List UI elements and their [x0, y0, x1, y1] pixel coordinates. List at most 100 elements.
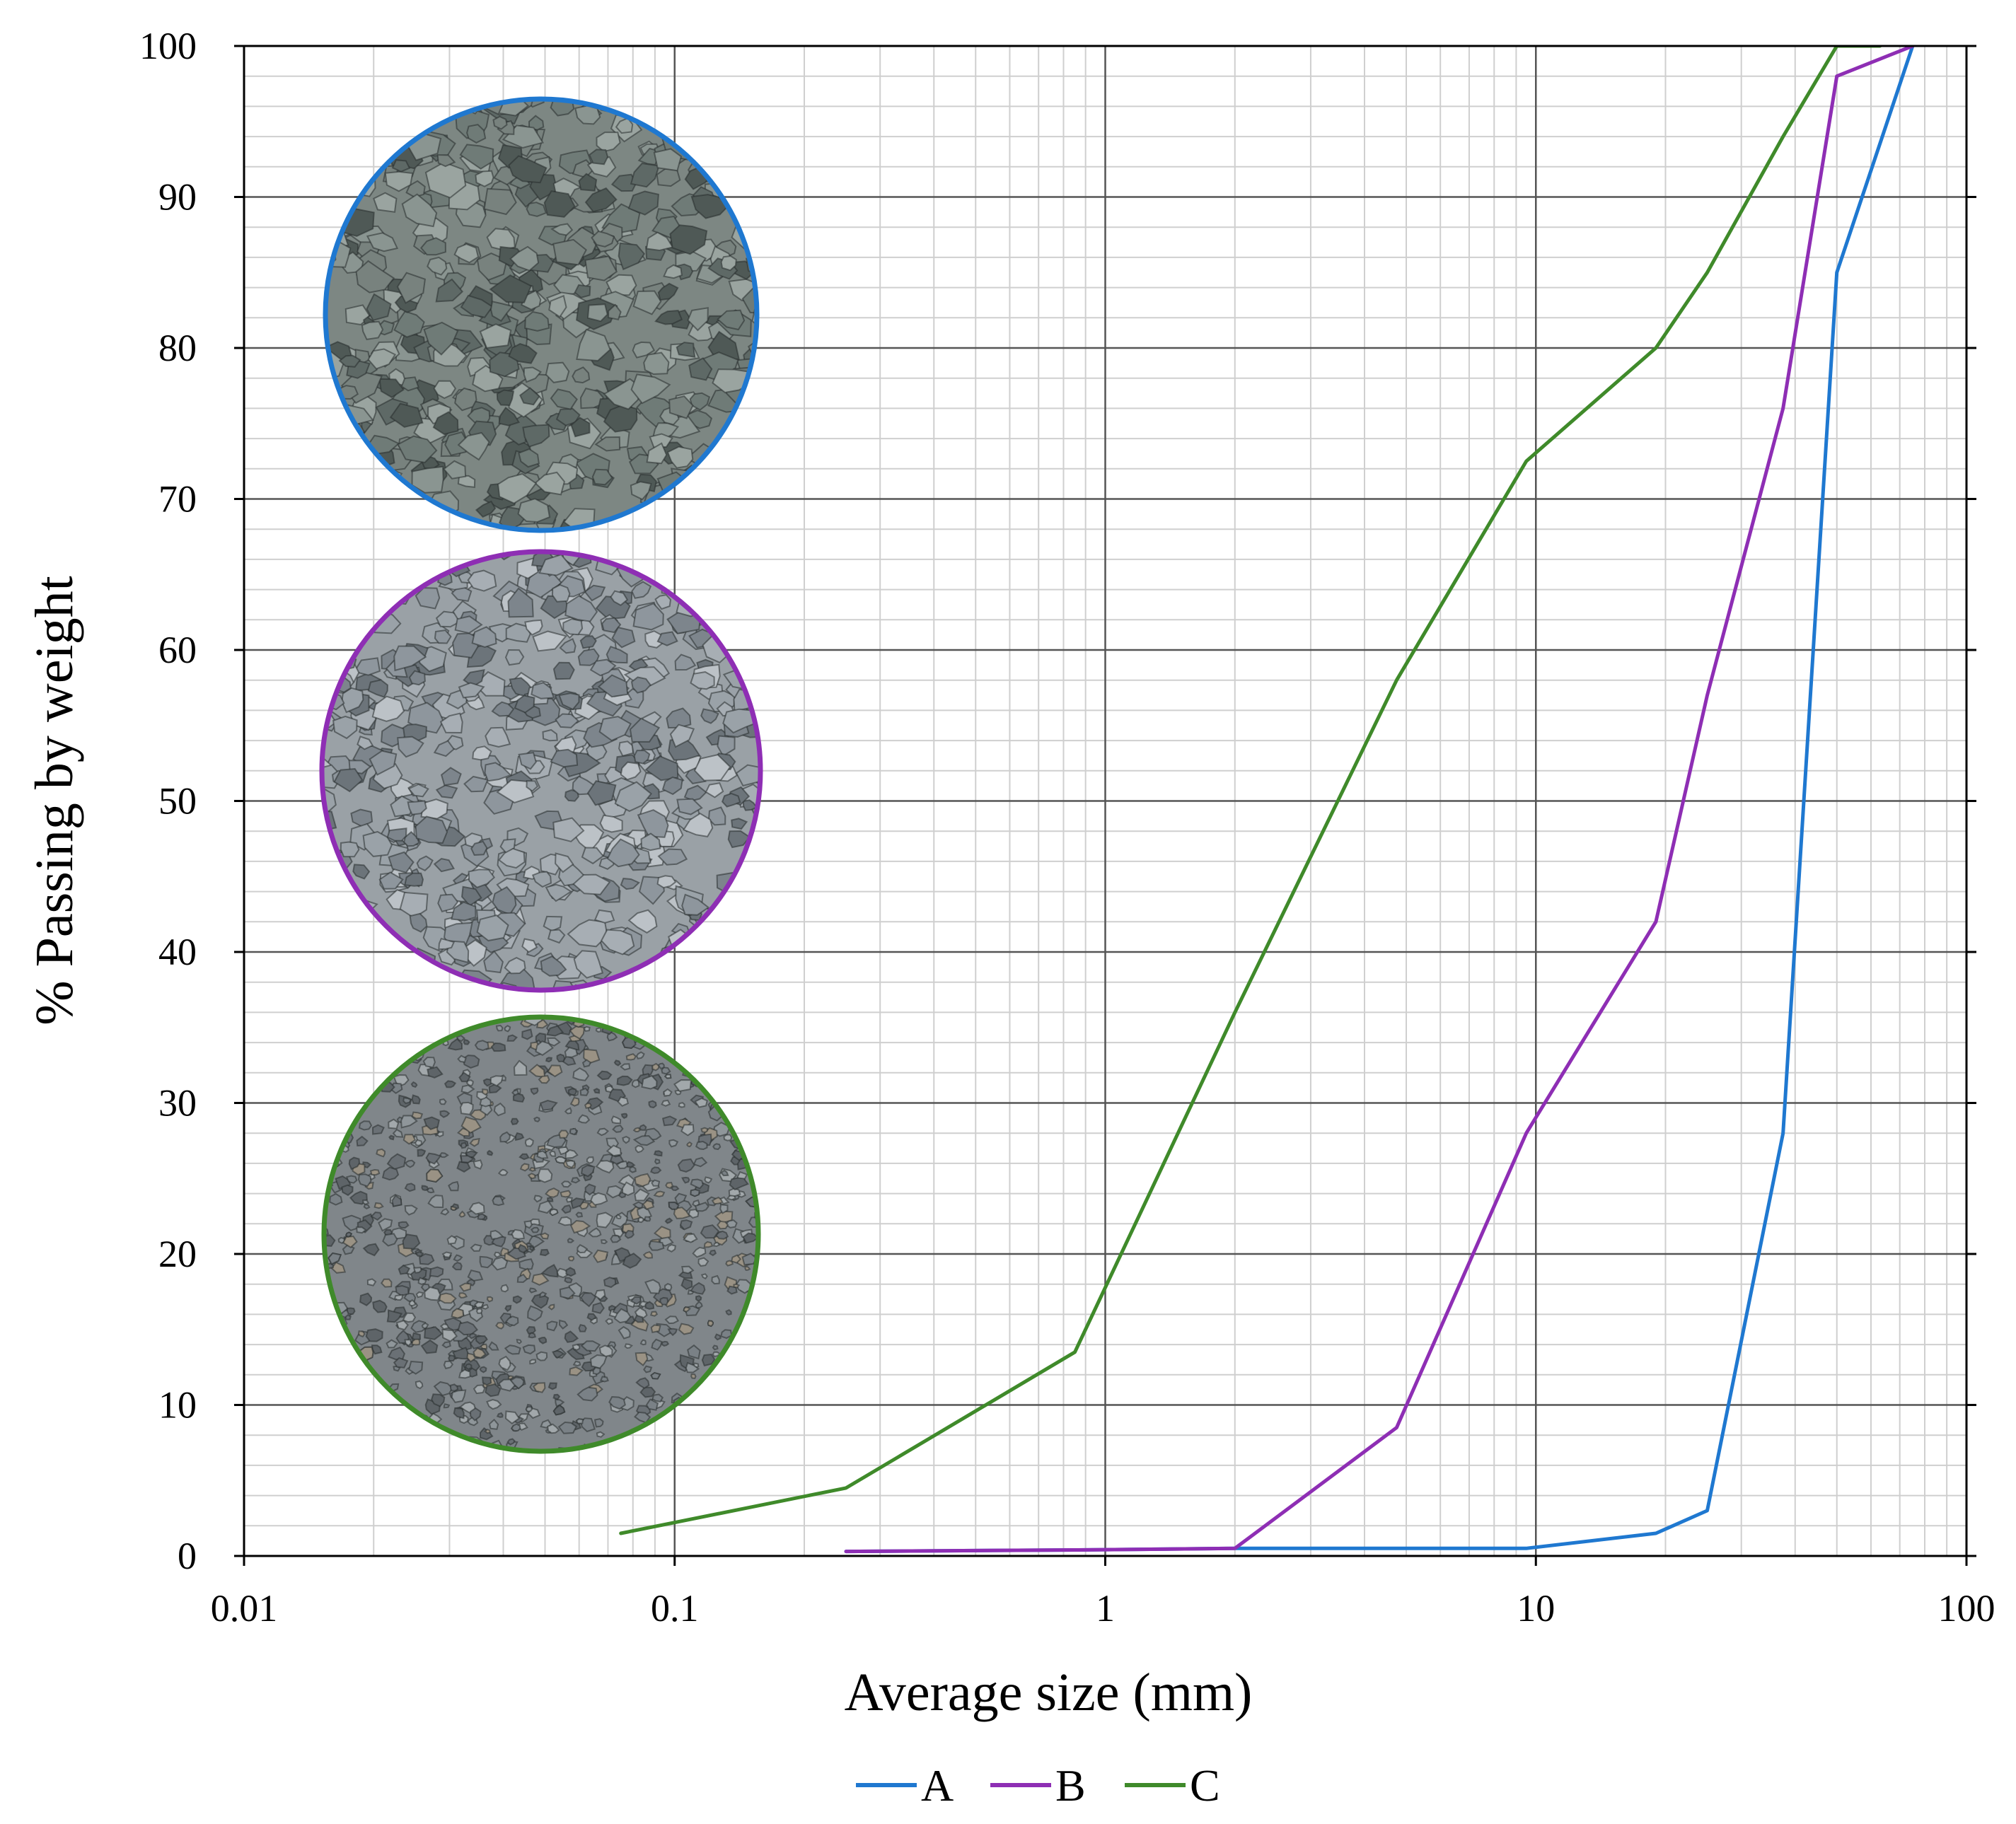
- aggregate-stone: [387, 1346, 406, 1361]
- aggregate-stone: [606, 838, 640, 868]
- aggregate-stone: [608, 1448, 615, 1451]
- aggregate-stone: [606, 274, 637, 296]
- aggregate-stone: [610, 1115, 622, 1125]
- aggregate-stone: [393, 645, 427, 672]
- aggregate-stone: [400, 1115, 418, 1129]
- aggregate-stone: [630, 373, 671, 405]
- aggregate-stone: [435, 784, 458, 799]
- aggregate-stone: [431, 1393, 446, 1407]
- aggregate-stone: [678, 1102, 685, 1108]
- aggregate-stone: [611, 626, 636, 649]
- aggregate-stone: [487, 1149, 494, 1156]
- y-axis-title: % Passing by weight: [25, 576, 84, 1025]
- aggregate-stone: [538, 1075, 550, 1084]
- aggregate-stone: [608, 303, 622, 320]
- aggregate-stone: [521, 83, 540, 98]
- aggregate-stone: [531, 871, 552, 888]
- aggregate-stone: [451, 1389, 467, 1404]
- aggregate-stone: [756, 813, 760, 830]
- aggregate-stone: [496, 1017, 516, 1018]
- sample-photo-a: [323, 83, 760, 533]
- aggregate-stone: [690, 1178, 704, 1190]
- aggregate-stone: [489, 301, 514, 323]
- aggregate-stone: [606, 645, 628, 664]
- aggregate-stone: [444, 1080, 457, 1088]
- aggregate-stone: [490, 1042, 506, 1052]
- sample-photo-c: [321, 1014, 761, 1454]
- aggregate-stone: [440, 767, 462, 786]
- aggregate-stone: [645, 1398, 659, 1411]
- aggregate-stone: [632, 508, 659, 530]
- aggregate-stone: [668, 1201, 680, 1210]
- aggregate-stone: [564, 1277, 573, 1284]
- aggregate-stone: [367, 348, 397, 370]
- aggregate-stone: [482, 1088, 489, 1096]
- aggregate-stone: [550, 223, 574, 236]
- aggregate-stone: [504, 956, 526, 975]
- aggregate-stone: [516, 1273, 528, 1283]
- aggregate-stone: [437, 893, 459, 912]
- aggregate-stone: [371, 1344, 383, 1355]
- aggregate-stone: [618, 1325, 631, 1340]
- aggregate-stone: [674, 1192, 688, 1205]
- aggregate-stone: [422, 1423, 431, 1431]
- aggregate-stone: [663, 264, 683, 279]
- y-tick-label: 60: [158, 629, 197, 671]
- aggregate-stone: [654, 309, 683, 325]
- aggregate-stone: [454, 387, 477, 412]
- y-tick-label: 70: [158, 478, 197, 521]
- aggregate-stone: [680, 1278, 693, 1291]
- aggregate-stone: [504, 1410, 521, 1424]
- aggregate-stone: [616, 1075, 633, 1086]
- aggregate-stone: [547, 1197, 554, 1202]
- aggregate-stone: [742, 1137, 755, 1147]
- aggregate-stone: [581, 1059, 592, 1068]
- aggregate-stone: [580, 1340, 601, 1352]
- aggregate-stone: [531, 682, 555, 699]
- aggregate-stone: [606, 1185, 623, 1199]
- aggregate-stone: [526, 202, 548, 217]
- aggregate-stone: [651, 1393, 664, 1403]
- aggregate-stone: [603, 1277, 617, 1289]
- aggregate-stone: [492, 885, 517, 916]
- aggregate-stone: [422, 1056, 436, 1069]
- aggregate-stone: [392, 1128, 404, 1138]
- aggregate-stone: [381, 1166, 400, 1181]
- aggregate-stone: [372, 1299, 388, 1313]
- aggregate-stone: [324, 1267, 325, 1273]
- aggregate-stone: [457, 431, 490, 461]
- aggregate-stone: [507, 587, 534, 618]
- aggregate-stone: [480, 1427, 494, 1441]
- aggregate-stone: [667, 1328, 678, 1337]
- aggregate-stone: [575, 1212, 584, 1218]
- aggregate-stone: [441, 1341, 451, 1349]
- aggregate-stone: [471, 626, 497, 649]
- aggregate-stone: [586, 780, 617, 806]
- aggregate-stone: [508, 155, 548, 184]
- aggregate-stone: [438, 938, 456, 951]
- aggregate-stone: [458, 682, 485, 699]
- aggregate-stone: [552, 238, 587, 266]
- aggregate-stone: [421, 1185, 429, 1192]
- aggregate-stone: [532, 630, 567, 652]
- aggregate-stone: [681, 893, 710, 916]
- aggregate-stone: [495, 1024, 504, 1032]
- aggregate-stone: [558, 1129, 569, 1139]
- aggregate-stone: [579, 1087, 589, 1096]
- aggregate-stone: [569, 1096, 580, 1107]
- aggregate-stone: [694, 1202, 709, 1212]
- aggregate-stone: [707, 1320, 714, 1328]
- aggregate-stone: [682, 589, 697, 605]
- aggregate-stone: [498, 406, 521, 426]
- aggregate-stone: [535, 1018, 549, 1029]
- aggregate-stone: [738, 1325, 754, 1338]
- y-tick-label: 90: [158, 176, 197, 219]
- aggregate-stone: [434, 629, 452, 644]
- aggregate-stone: [371, 695, 405, 722]
- aggregate-stone: [428, 1429, 447, 1440]
- aggregate-stone: [637, 809, 669, 838]
- aggregate-stone: [601, 1239, 608, 1245]
- aggregate-stone: [518, 751, 537, 770]
- aggregate-stone: [531, 1273, 550, 1286]
- aggregate-stone: [397, 736, 424, 758]
